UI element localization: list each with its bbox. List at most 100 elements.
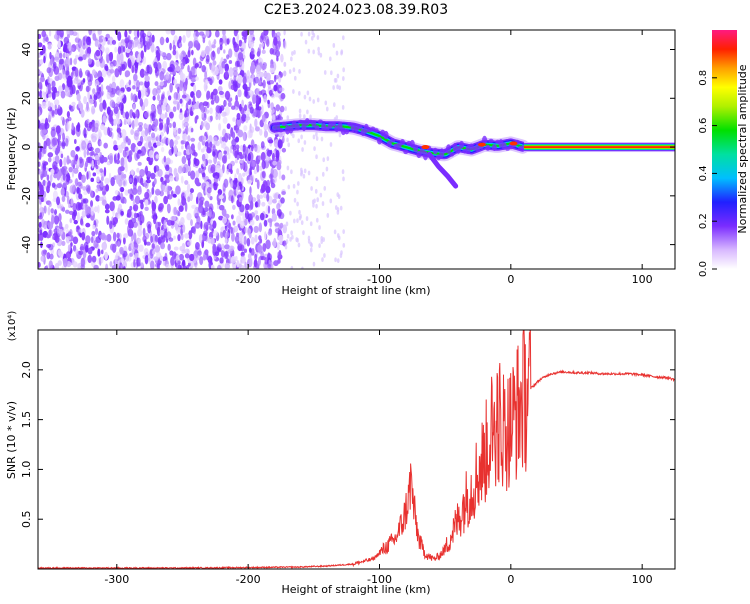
noise-dot xyxy=(143,111,150,119)
noise-dot xyxy=(315,154,318,160)
noise-dot xyxy=(237,89,242,98)
noise-dot xyxy=(172,49,177,56)
noise-dot xyxy=(209,141,213,148)
noise-dot xyxy=(333,229,337,235)
noise-dot xyxy=(217,85,223,92)
noise-dot xyxy=(195,170,200,179)
noise-dot xyxy=(175,65,181,72)
noise-dot xyxy=(244,261,247,268)
noise-dot xyxy=(336,84,339,90)
noise-dot xyxy=(42,250,47,255)
noise-dot xyxy=(153,216,157,225)
noise-dot xyxy=(130,194,134,201)
noise-dot xyxy=(254,126,260,132)
noise-dot xyxy=(47,89,51,95)
noise-dot xyxy=(329,56,332,62)
noise-dot xyxy=(170,190,174,196)
noise-dot xyxy=(190,137,196,142)
noise-dot xyxy=(54,108,59,115)
noise-dot xyxy=(120,59,124,65)
noise-dot xyxy=(84,204,90,214)
noise-dot xyxy=(224,99,228,107)
noise-dot xyxy=(212,230,219,237)
noise-dot xyxy=(118,91,125,99)
noise-dot xyxy=(228,59,233,64)
noise-dot xyxy=(233,69,238,78)
noise-dot xyxy=(311,199,315,205)
noise-dot xyxy=(260,141,265,149)
noise-dot xyxy=(91,255,97,263)
noise-dot xyxy=(298,209,301,215)
noise-dot xyxy=(48,92,52,98)
noise-dot xyxy=(99,234,105,240)
noise-dot xyxy=(258,194,264,199)
snr-y-tick-label: 0.5 xyxy=(20,510,33,528)
noise-dot xyxy=(57,260,62,266)
noise-dot xyxy=(248,247,252,253)
noise-dot xyxy=(39,59,44,65)
noise-dot xyxy=(38,233,41,242)
snr-x-tick-label: -200 xyxy=(236,573,261,586)
noise-dot xyxy=(101,185,107,195)
noise-dot xyxy=(255,177,258,183)
noise-dot xyxy=(144,79,150,89)
noise-dot xyxy=(60,153,64,159)
ridge-blob xyxy=(422,151,428,161)
ridge-blob xyxy=(459,140,465,149)
noise-dot xyxy=(219,37,223,43)
noise-dot xyxy=(119,249,124,255)
noise-dot xyxy=(76,158,80,168)
noise-dot xyxy=(169,63,175,73)
noise-dot xyxy=(216,264,222,269)
noise-dot xyxy=(273,237,277,248)
noise-dot xyxy=(302,173,306,179)
noise-dot xyxy=(322,157,326,163)
noise-dot xyxy=(74,138,77,144)
noise-dot xyxy=(116,52,121,63)
noise-dot xyxy=(197,141,202,151)
noise-dot xyxy=(96,176,100,183)
noise-dot xyxy=(122,260,127,269)
noise-dot xyxy=(39,184,44,192)
noise-dot xyxy=(269,67,275,74)
noise-dot xyxy=(258,79,262,86)
noise-dot xyxy=(269,79,274,85)
noise-dot xyxy=(92,69,96,76)
noise-dot xyxy=(160,242,166,250)
noise-dot xyxy=(119,79,125,88)
noise-dot xyxy=(53,215,60,225)
spectrogram-x-label: Height of straight line (km) xyxy=(281,284,430,297)
noise-dot xyxy=(133,259,136,268)
noise-dot xyxy=(210,63,216,72)
noise-dot xyxy=(194,221,201,229)
noise-dot xyxy=(261,161,265,169)
noise-dot xyxy=(332,43,336,48)
noise-dot xyxy=(60,187,65,196)
noise-dot xyxy=(78,68,83,78)
colorbar-tick-label: 0.6 xyxy=(698,118,709,134)
noise-dot xyxy=(194,63,199,68)
noise-dot xyxy=(241,99,245,108)
noise-dot xyxy=(99,168,104,173)
noise-dot xyxy=(124,30,128,38)
noise-dot xyxy=(187,64,190,73)
noise-dot xyxy=(90,177,95,183)
noise-dot xyxy=(41,218,45,228)
noise-dot xyxy=(258,56,262,63)
ridge-blob xyxy=(304,118,310,126)
noise-dot xyxy=(122,149,127,158)
noise-dot xyxy=(261,183,266,193)
noise-dot xyxy=(39,71,43,76)
noise-dot xyxy=(74,178,79,187)
noise-dot xyxy=(86,118,90,124)
noise-dot xyxy=(319,52,323,58)
noise-dot xyxy=(216,246,220,254)
noise-dot xyxy=(58,251,64,258)
noise-dot xyxy=(99,140,102,146)
noise-dot xyxy=(128,79,132,86)
noise-dot xyxy=(173,35,178,43)
ridge-blob xyxy=(419,147,425,155)
noise-dot xyxy=(254,253,258,261)
noise-dot xyxy=(139,135,144,145)
noise-dot xyxy=(302,230,305,236)
